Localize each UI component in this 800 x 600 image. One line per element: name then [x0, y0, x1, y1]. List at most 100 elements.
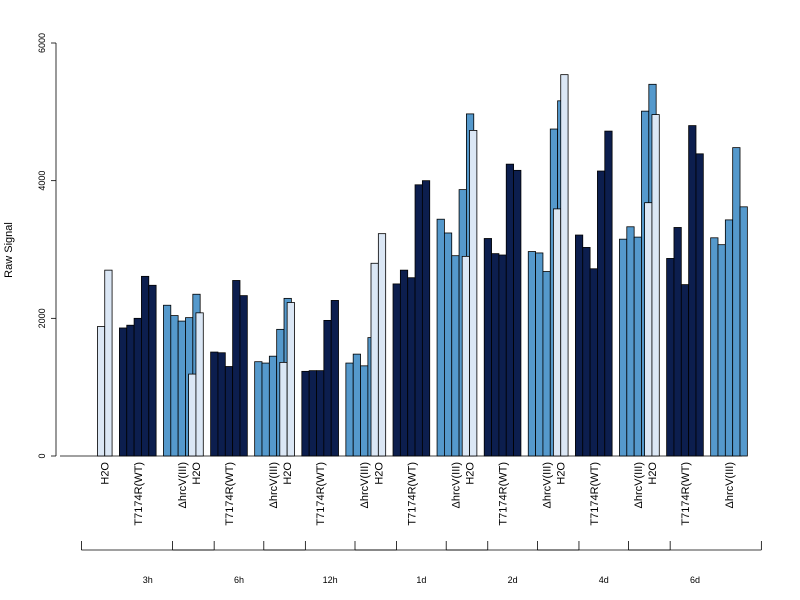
category-label: ΔhrcV(III)	[542, 462, 554, 508]
bar	[316, 370, 325, 457]
category-label: H2O	[191, 462, 203, 485]
bar	[370, 262, 379, 457]
bar	[436, 218, 445, 457]
bar	[680, 284, 690, 457]
category-label: H2O	[282, 462, 294, 485]
category-label: H2O	[373, 462, 385, 485]
category-label: H2O	[465, 462, 477, 485]
bar	[673, 227, 682, 457]
bar	[710, 237, 719, 457]
bar	[491, 253, 500, 457]
bar	[619, 238, 628, 457]
timepoint-label: 6h	[234, 575, 244, 585]
bar	[582, 247, 591, 457]
bar	[575, 234, 584, 457]
bar	[688, 125, 697, 457]
bar	[177, 320, 186, 457]
bar	[268, 355, 278, 457]
timepoint-label: 2d	[508, 575, 518, 585]
y-tick-label: 6000	[37, 33, 47, 53]
bar	[535, 252, 544, 457]
bar	[560, 74, 569, 457]
bar	[170, 315, 179, 457]
y-tick-label: 2000	[37, 308, 47, 328]
bar	[224, 366, 234, 457]
category-label: T7174R(WT)	[406, 462, 418, 526]
category-label: H2O	[556, 462, 568, 485]
bar	[188, 373, 197, 457]
bar	[126, 324, 135, 457]
bar	[451, 255, 460, 457]
bar	[163, 304, 172, 457]
bar	[739, 206, 748, 457]
bar	[469, 130, 478, 457]
timepoint-label: 12h	[323, 575, 338, 585]
bar	[261, 362, 270, 457]
bar	[308, 370, 317, 457]
bar	[330, 300, 339, 457]
bar	[498, 254, 507, 457]
timepoint-label: 3h	[143, 575, 153, 585]
timepoint-brackets: 3h 6h 12h 1d 2d 4d 6d	[81, 541, 762, 585]
bar	[414, 184, 423, 457]
bar	[633, 236, 642, 457]
bar	[210, 351, 219, 457]
y-tick-label: 0	[37, 453, 47, 458]
bar	[104, 269, 113, 457]
bar	[345, 362, 354, 457]
bar	[133, 317, 142, 457]
bar	[421, 180, 431, 457]
bar	[695, 153, 704, 457]
bar	[97, 326, 106, 457]
bar	[148, 284, 157, 457]
bar	[717, 244, 726, 457]
category-label: ΔhrcV(III)	[359, 462, 371, 508]
bar	[589, 268, 598, 457]
timepoint-label: 4d	[599, 575, 609, 585]
category-label: H2O	[100, 462, 112, 485]
bar	[377, 233, 387, 457]
bar	[724, 219, 734, 457]
bar	[392, 283, 401, 457]
bar	[553, 208, 562, 457]
category-label: T7174R(WT)	[680, 462, 692, 526]
bar	[443, 232, 453, 457]
category-label: T7174R(WT)	[315, 462, 327, 526]
bar	[360, 365, 369, 457]
bar	[217, 352, 226, 457]
category-label: ΔhrcV(III)	[633, 462, 645, 508]
category-labels: H2O T7174R(WT) ΔhrcV(III) H2O T7174R(WT) Δhrc…	[100, 462, 736, 526]
bar	[644, 202, 653, 457]
bar	[195, 312, 204, 457]
bar	[407, 277, 416, 457]
bar	[505, 163, 514, 457]
bar	[141, 275, 150, 457]
category-label: T7174R(WT)	[133, 462, 145, 526]
category-label: ΔhrcV(III)	[268, 462, 280, 508]
bar	[626, 226, 635, 457]
bar	[513, 169, 522, 457]
bar	[323, 319, 332, 457]
bar	[651, 114, 660, 457]
category-label: ΔhrcV(III)	[177, 462, 189, 508]
bar	[597, 170, 606, 457]
timepoint-label: 1d	[416, 575, 426, 585]
category-label: T7174R(WT)	[589, 462, 601, 526]
bar	[527, 251, 537, 457]
bar	[732, 147, 741, 457]
y-axis: 0 2000 4000 6000	[37, 33, 57, 459]
bar	[239, 295, 248, 457]
bar	[461, 255, 470, 457]
category-label: H2O	[647, 462, 659, 485]
category-label: ΔhrcV(III)	[450, 462, 462, 508]
bar	[301, 370, 310, 457]
category-label: T7174R(WT)	[224, 462, 236, 526]
bar	[254, 361, 263, 457]
bar	[286, 302, 295, 457]
category-label: T7174R(WT)	[498, 462, 510, 526]
y-tick-label: 4000	[37, 171, 47, 191]
bar	[604, 130, 613, 457]
bar	[232, 280, 241, 457]
